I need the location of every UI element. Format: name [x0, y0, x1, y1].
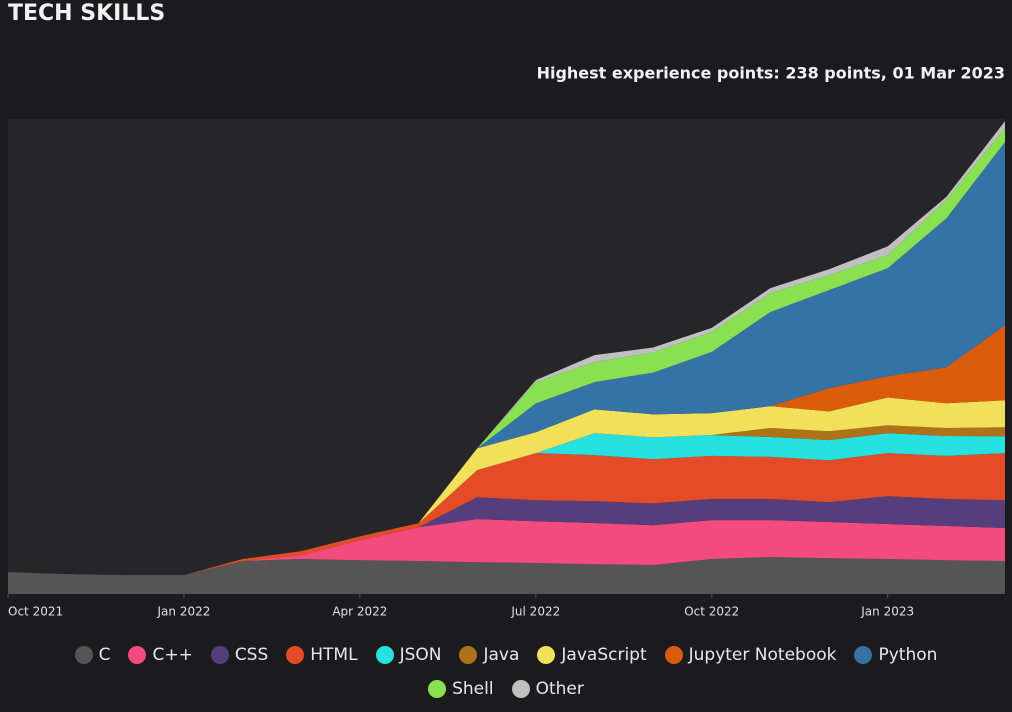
legend-swatch	[537, 646, 556, 664]
legend-label: Java	[483, 645, 520, 665]
legend-item[interactable]: Python	[854, 644, 937, 666]
legend-item[interactable]: Shell	[428, 678, 494, 700]
x-tick-label: Apr 2022	[332, 605, 387, 619]
x-tick-label: Jul 2022	[510, 605, 560, 619]
area	[8, 142, 1005, 576]
legend-swatch	[511, 680, 530, 698]
legend-item[interactable]: HTML	[286, 644, 358, 666]
legend-swatch	[664, 646, 683, 664]
x-tick-label: Jan 2022	[157, 605, 211, 619]
legend-label: C	[98, 645, 111, 665]
legend-swatch	[286, 646, 305, 664]
legend-label: Jupyter Notebook	[688, 645, 837, 665]
legend-item[interactable]: CSS	[210, 644, 269, 666]
legend-label: Shell	[452, 679, 494, 699]
legend-label: HTML	[310, 645, 358, 665]
legend-item[interactable]: JSON	[375, 644, 442, 666]
legend-swatch	[128, 646, 147, 664]
legend-label: CSS	[234, 645, 269, 665]
chart-subtitle: Highest experience points: 238 points, 0…	[537, 64, 1005, 83]
legend-label: C++	[152, 645, 193, 665]
legend-label: Other	[535, 679, 584, 699]
legend-swatch	[428, 680, 447, 698]
x-tick-label: Oct 2021	[8, 605, 63, 619]
legend-swatch	[854, 646, 873, 664]
legend-item[interactable]: JavaScript	[537, 644, 647, 666]
legend-swatch	[459, 646, 478, 664]
area	[8, 496, 1005, 576]
chart-title: TECH SKILLS	[8, 1, 165, 26]
chart: TECH SKILLS Highest experience points: 2…	[7, 1, 1005, 619]
x-tick-label: Oct 2022	[684, 605, 739, 619]
legend: C C++ CSS HTML JSON Java JavaScript Jupyter Not…	[30, 644, 982, 700]
legend-swatch	[375, 646, 394, 664]
legend-label: Python	[878, 645, 938, 665]
area	[8, 433, 1005, 576]
legend-label: JavaScript	[561, 645, 647, 665]
area	[8, 519, 1005, 576]
legend-swatch	[210, 646, 229, 664]
legend-swatch	[74, 646, 93, 664]
legend-item[interactable]: Jupyter Notebook	[664, 644, 837, 666]
area	[8, 397, 1005, 576]
legend-item[interactable]: Other	[511, 678, 584, 700]
legend-item[interactable]: C++	[128, 644, 193, 666]
x-tick-label: Jan 2023	[860, 605, 914, 619]
legend-item[interactable]: C	[74, 644, 111, 666]
area	[8, 557, 1005, 594]
legend-label: JSON	[399, 645, 442, 665]
legend-item[interactable]: Java	[459, 644, 519, 666]
area	[8, 453, 1005, 576]
